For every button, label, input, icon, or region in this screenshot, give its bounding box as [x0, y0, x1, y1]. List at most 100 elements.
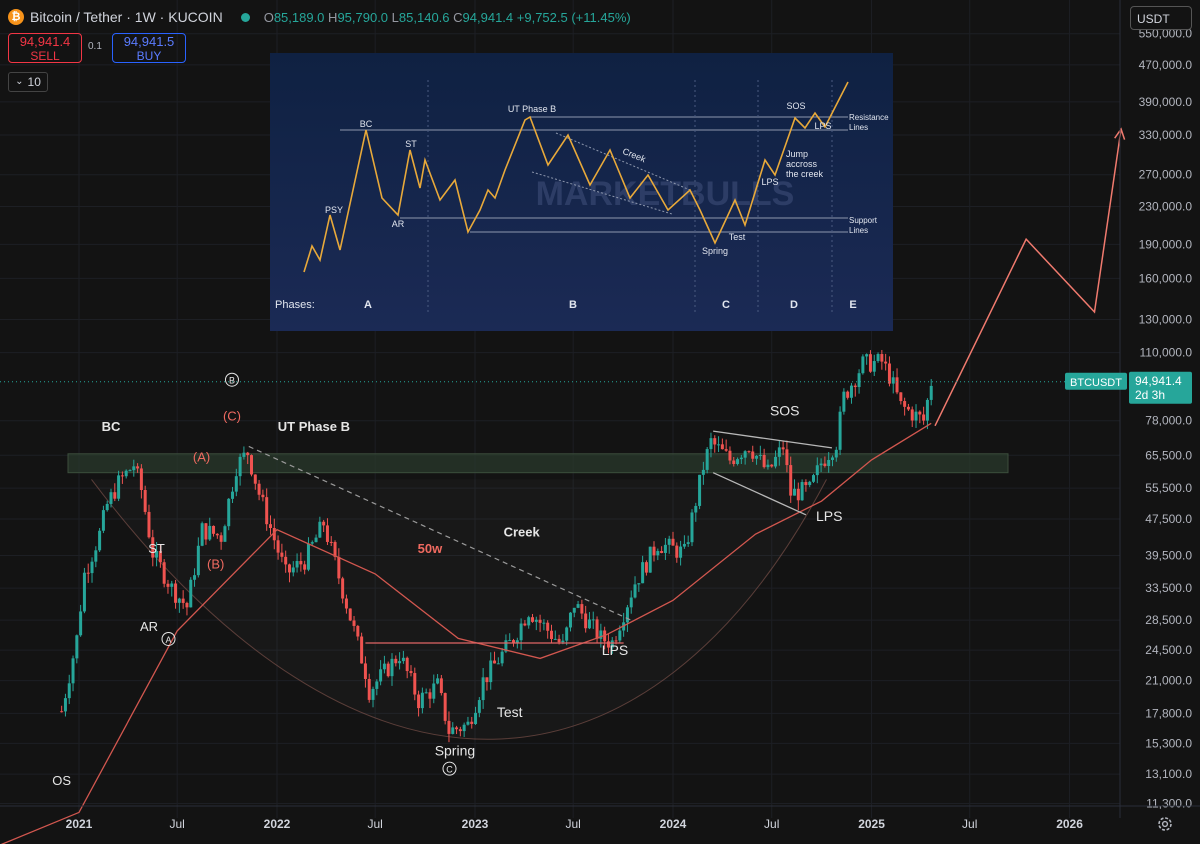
candle-body	[777, 447, 781, 457]
candle-body	[105, 503, 109, 511]
candle-body	[261, 494, 265, 498]
candle-body	[306, 543, 310, 570]
buy-price: 94,941.5	[123, 34, 175, 49]
annotation-label: A	[165, 635, 171, 645]
candle-body	[299, 561, 303, 565]
candle-body	[242, 452, 246, 457]
candle-body	[720, 444, 724, 450]
candle-body	[181, 598, 185, 603]
candle-body	[758, 454, 762, 456]
time-tick-label: 2021	[66, 817, 93, 831]
candle-body	[508, 640, 512, 642]
price-tick-label: 470,000.0	[1139, 58, 1193, 72]
candle-body	[690, 512, 694, 543]
price-tick-label: 17,800.0	[1145, 706, 1192, 720]
buy-button[interactable]: 94,941.5 BUY	[112, 33, 186, 63]
inset-label-ar: AR	[392, 219, 405, 229]
indicators-toggle[interactable]: ⌄ 10	[8, 72, 48, 92]
candle-body	[629, 597, 633, 608]
inset-creek-line	[531, 171, 673, 215]
candle-body	[576, 604, 580, 608]
bitcoin-icon: ₿	[8, 9, 24, 25]
candle-body	[549, 630, 553, 639]
symbol-tag-label: BTCUSDT	[1070, 377, 1122, 389]
candle-body	[413, 673, 417, 695]
ma-50w-polyline	[0, 422, 932, 844]
candle-body	[618, 630, 622, 641]
candle-body	[713, 438, 717, 445]
candle-body	[284, 556, 288, 565]
annotation-label: LPS	[816, 508, 842, 524]
market-status-dot	[240, 12, 250, 22]
candle-body	[147, 511, 151, 538]
symbol-title[interactable]: Bitcoin / Tether · 1W · KUCOIN	[30, 9, 223, 25]
time-axis[interactable]: 2021 Jul 2022 Jul 2023 Jul 2024 Jul 2025 Jul 2026	[0, 805, 1200, 831]
candle-body	[196, 545, 200, 576]
candle-body	[295, 561, 299, 568]
inset-label-spring: Spring	[702, 246, 728, 256]
annotation-label: LPS	[602, 642, 628, 658]
currency-selector[interactable]: USDT	[1130, 6, 1192, 30]
price-tick-label: 65,500.0	[1145, 448, 1192, 462]
candle-body	[675, 545, 679, 558]
annotation-circle	[224, 372, 239, 387]
candle-body	[79, 611, 83, 636]
candle-body	[117, 475, 121, 499]
gear-icon[interactable]	[1156, 815, 1174, 833]
candle-body	[895, 377, 899, 393]
candle-body	[580, 604, 584, 614]
time-tick-label: Jul	[368, 817, 383, 831]
candle-body	[231, 491, 235, 499]
time-tick-label: 2022	[264, 817, 291, 831]
price-axis[interactable]: 550,000.0 470,000.0 390,000.0 330,000.0 270,…	[1119, 0, 1193, 818]
candle-body	[223, 526, 227, 542]
candle-body	[337, 556, 341, 579]
candle-body	[265, 497, 269, 525]
spread-value: 0.1	[88, 41, 102, 52]
time-tick-label: Jul	[170, 817, 185, 831]
candle-body	[565, 627, 569, 641]
candle-body	[834, 449, 838, 458]
candle-body	[375, 681, 379, 689]
projection-line	[934, 128, 1122, 427]
ohlc-values: O85,189.0 H95,790.0 L85,140.6 C94,941.4 …	[263, 9, 631, 25]
cup-curve	[91, 479, 827, 740]
candle-body	[333, 542, 337, 557]
candle-body	[705, 449, 709, 470]
candle-body	[906, 406, 910, 410]
candle-body	[732, 460, 736, 465]
sell-button[interactable]: 94,941.4 SELL	[8, 33, 82, 63]
candle-body	[329, 541, 333, 543]
candle-body	[177, 598, 181, 603]
annotation-label: Test	[497, 704, 523, 720]
candle-body	[120, 475, 124, 477]
candle-body	[728, 450, 732, 461]
candle-body	[401, 657, 405, 662]
candle-body	[90, 561, 94, 574]
price-tick-label: 47,500.0	[1145, 512, 1192, 526]
candle-body	[360, 636, 364, 664]
candle-body	[546, 622, 550, 631]
change-value: +9,752.5 (+11.45%)	[516, 9, 631, 25]
candle-body	[276, 540, 280, 553]
candle-body	[67, 683, 71, 699]
candle-body	[739, 457, 743, 460]
candle-body	[637, 583, 641, 585]
candle-body	[174, 583, 178, 603]
candle-body	[538, 619, 542, 623]
candle-body	[234, 476, 238, 492]
supply-zone	[67, 453, 1009, 474]
candle-body	[755, 455, 759, 459]
candle-body	[109, 492, 113, 504]
candle-body	[789, 465, 793, 496]
candle-body	[903, 401, 907, 407]
candle-body	[481, 677, 485, 701]
candle-body	[405, 657, 409, 672]
candle-body	[781, 447, 785, 450]
candle-body	[428, 692, 432, 699]
candle-body	[208, 525, 212, 540]
candle-body	[698, 474, 702, 506]
candle-body	[709, 438, 713, 450]
candle-body	[527, 617, 531, 626]
